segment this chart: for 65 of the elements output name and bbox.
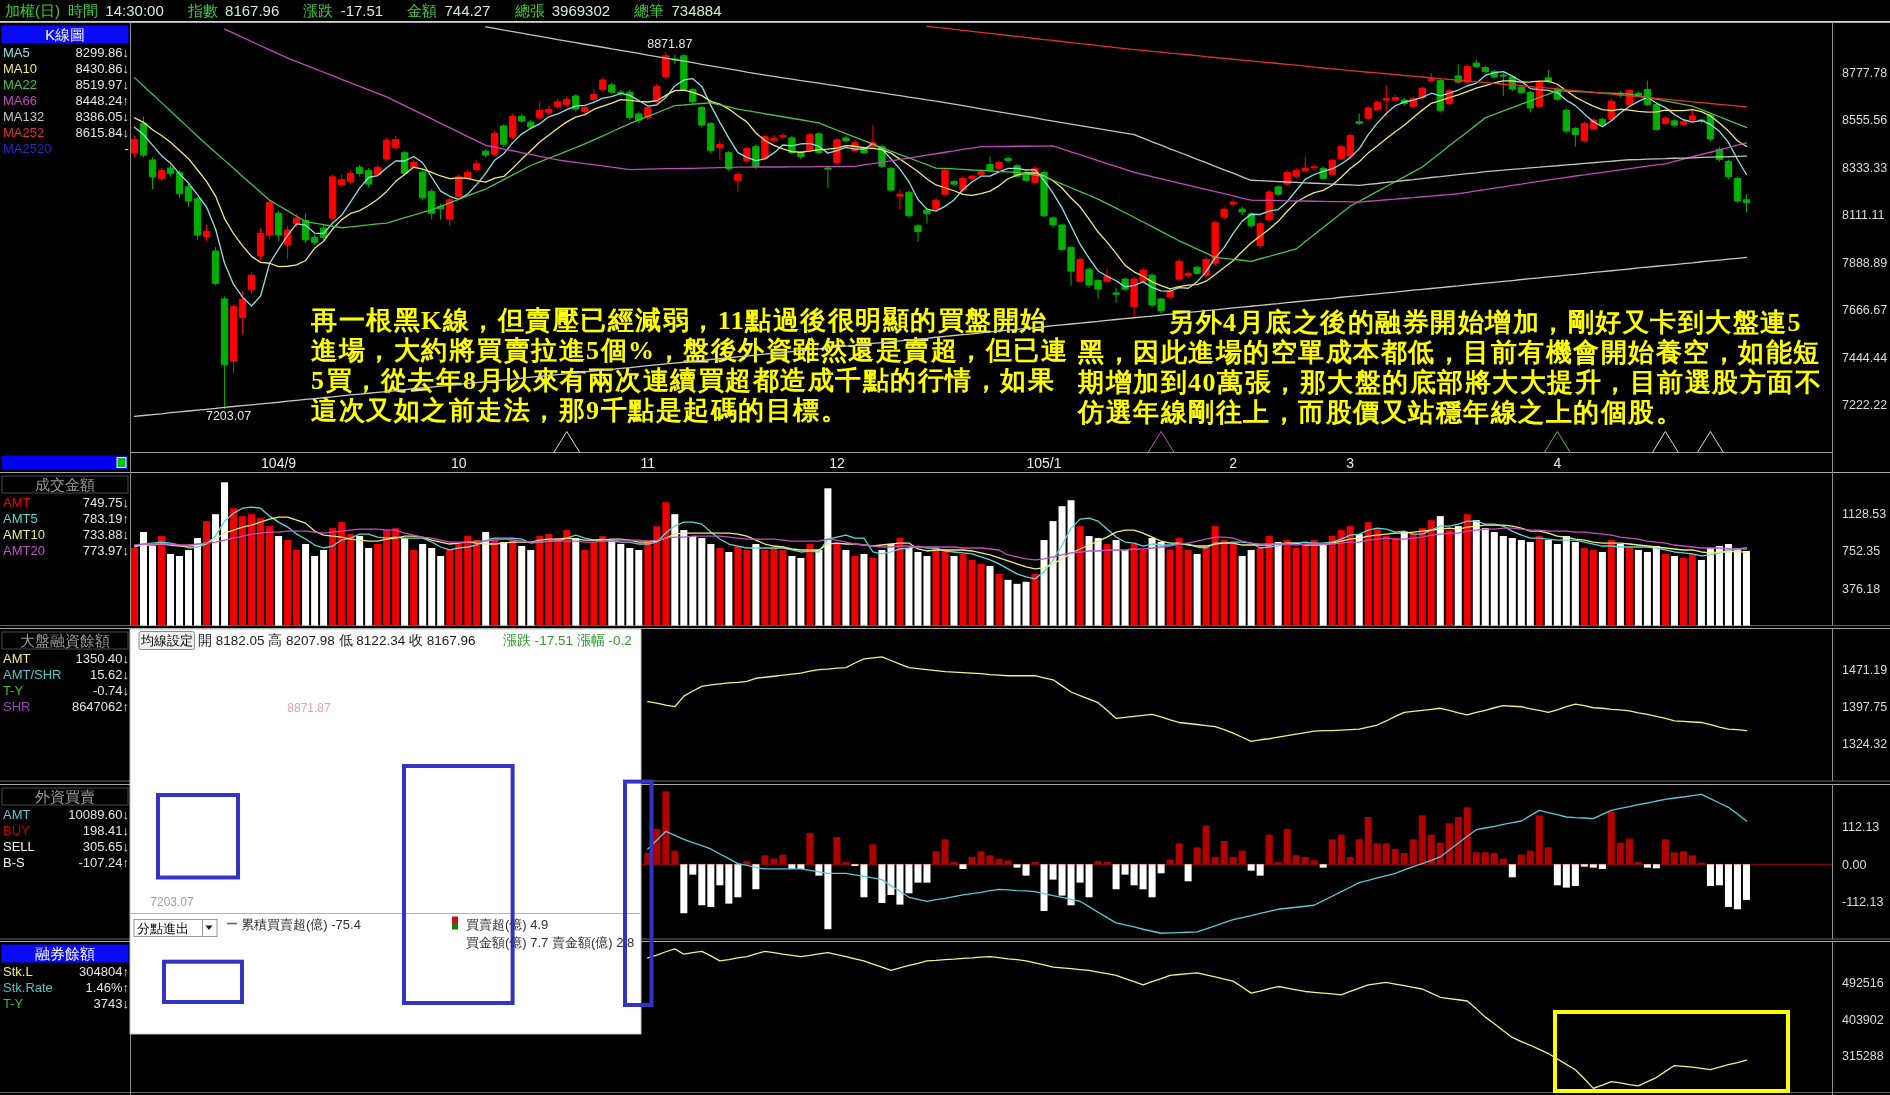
y-tick-label: 1324.32 [1842, 737, 1888, 752]
x-tick-label: 11 [640, 454, 656, 471]
annotation: 漲跌 -17.51 漲幅 -0.2 [503, 633, 632, 648]
annotation: 8871.87 [287, 701, 332, 715]
text: AMT/SHR 15.62↓ [3, 667, 129, 682]
y-tick-label: 1397.75 [1842, 699, 1888, 714]
y-tick-label: 8111.11 [1842, 208, 1885, 223]
text: T-Y 3743↓ [3, 996, 130, 1011]
text: BUY 198.41↓ [3, 823, 129, 838]
x-tick-label: 4 [1553, 454, 1562, 471]
text: AMT5 783.19↑ [3, 511, 129, 526]
text: Stk.L 304804↑ [3, 964, 129, 979]
text: B-S -107.24↑ [3, 855, 129, 870]
y-tick-label: 0.00 [1842, 857, 1867, 872]
text: 加權(日) 時間 14:30:00 指數 8167.96 漲跌 -17.51 金額 744.27 總張 3969302 總筆 734884 [5, 2, 722, 19]
x-tick-label: 104/9 [261, 454, 297, 471]
text: MA22 8519.97↓ [3, 77, 130, 92]
text: MA5 8299.86↓ [3, 45, 130, 60]
text: MA252 8615.84↓ [3, 125, 130, 140]
y-tick-label: -112.13 [1842, 895, 1884, 910]
y-tick-label: 8777.78 [1842, 65, 1888, 80]
text: AMT10 733.88↓ [3, 527, 129, 542]
y-tick-label: 8333.33 [1842, 160, 1888, 175]
text: SHR 8647062↑ [3, 699, 130, 714]
chart-title: 融券餘額 [35, 945, 95, 962]
y-tick-label: 1128.53 [1842, 506, 1887, 521]
annotation: 8871.87 [647, 37, 693, 52]
y-tick-label: 403902 [1842, 1012, 1884, 1027]
y-tick-label: 492516 [1842, 976, 1884, 991]
text: AMT 1350.40↓ [3, 651, 130, 666]
y-tick-label: 7666.67 [1842, 303, 1888, 318]
text: SELL 305.65↓ [3, 839, 129, 854]
text: MA66 8448.24↑ [3, 93, 130, 108]
y-tick-label: 8555.56 [1842, 113, 1888, 128]
x-tick-label: 2 [1229, 454, 1238, 471]
annotation: 另外4月底之後的融券開始增加，剛好又卡到大盤連5黑，因此進場的空單成本都低，目前有機會開始養空，如能短期增加到40萬張，那大盤的底部將大大提升，目前選股方面不仿選年線剛往上，而股價又站穩年線之上的個股。 [1078, 308, 1823, 428]
text: T-Y -0.74↓ [3, 683, 130, 698]
text: AMT20 773.97↓ [3, 543, 129, 558]
text: AMT 749.75↓ [3, 495, 129, 510]
text: MA10 8430.86↓ [3, 61, 130, 76]
y-tick-label: 376.18 [1842, 581, 1881, 596]
text: Stk.Rate 1.46%↑ [3, 980, 129, 995]
y-tick-label: 752.35 [1842, 544, 1881, 559]
y-tick-label: 7444.44 [1842, 350, 1888, 365]
annotation: 7203.07 [150, 895, 195, 909]
y-tick-label: 1471.19 [1842, 662, 1888, 677]
y-tick-label: 7888.89 [1842, 255, 1888, 270]
annotation: 分點進出 [137, 921, 189, 936]
y-tick-label: 7222.22 [1842, 398, 1888, 413]
x-tick-label: 10 [450, 454, 467, 471]
x-tick-label: 3 [1346, 454, 1355, 471]
chart-title: 成交金額 [35, 476, 95, 493]
annotation: 累積買賣超(億) -75.4 [241, 916, 361, 932]
text: AMT 10089.60↓ [3, 807, 130, 822]
y-tick-label: 112.13 [1842, 820, 1880, 835]
x-tick-label: 105/1 [1026, 454, 1062, 471]
x-tick-label: 12 [829, 454, 845, 471]
chart-title: 外資買賣 [35, 788, 95, 805]
chart-title: K線圖 [45, 26, 85, 43]
text: MA2520 - [3, 141, 129, 156]
text: MA132 8386.05↓ [3, 109, 130, 124]
chart-title: 大盤融資餘額 [20, 632, 110, 649]
annotation: 開 8182.05 高 8207.98 低 8122.34 收 8167.96 [198, 633, 476, 648]
y-tick-label: 315288 [1842, 1049, 1884, 1064]
annotation: 7203.07 [205, 409, 252, 424]
